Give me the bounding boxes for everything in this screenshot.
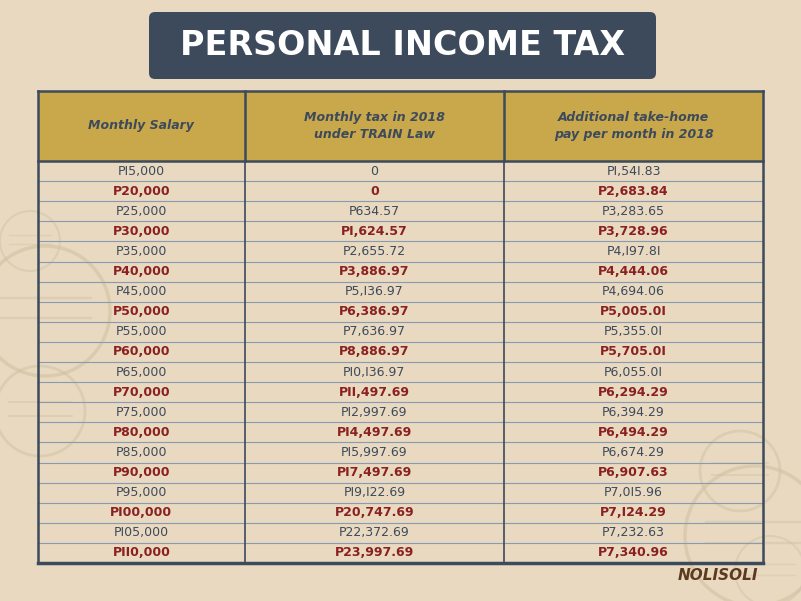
Text: P20,000: P20,000 (112, 185, 170, 198)
Text: P4,I97.8I: P4,I97.8I (606, 245, 661, 258)
Text: P75,000: P75,000 (115, 406, 167, 419)
Text: P70,000: P70,000 (112, 386, 170, 398)
Text: P65,000: P65,000 (115, 365, 167, 379)
Text: P23,997.69: P23,997.69 (335, 546, 414, 560)
Text: PI2,997.69: PI2,997.69 (341, 406, 408, 419)
Text: PI,54I.83: PI,54I.83 (606, 165, 661, 177)
Text: P7,636.97: P7,636.97 (343, 325, 406, 338)
Text: P6,055.0I: P6,055.0I (604, 365, 663, 379)
Text: P2,683.84: P2,683.84 (598, 185, 669, 198)
Text: PERSONAL INCOME TAX: PERSONAL INCOME TAX (180, 29, 625, 62)
Text: Additional take-home
pay per month in 2018: Additional take-home pay per month in 20… (553, 111, 714, 141)
Text: P50,000: P50,000 (112, 305, 170, 319)
Text: 0: 0 (370, 185, 379, 198)
Text: P634.57: P634.57 (349, 205, 400, 218)
Text: PI,624.57: PI,624.57 (341, 225, 408, 238)
Text: P60,000: P60,000 (113, 346, 170, 358)
Text: P6,674.29: P6,674.29 (602, 446, 665, 459)
Text: P6,294.29: P6,294.29 (598, 386, 669, 398)
Text: P4,694.06: P4,694.06 (602, 285, 665, 298)
Text: PI9,I22.69: PI9,I22.69 (344, 486, 405, 499)
Text: PI4,497.69: PI4,497.69 (336, 426, 412, 439)
Text: P7,I24.29: P7,I24.29 (600, 506, 667, 519)
Text: P30,000: P30,000 (113, 225, 170, 238)
Text: P95,000: P95,000 (115, 486, 167, 499)
Text: P5,355.0I: P5,355.0I (604, 325, 663, 338)
Text: P7,340.96: P7,340.96 (598, 546, 669, 560)
Text: P6,907.63: P6,907.63 (598, 466, 669, 479)
Text: P80,000: P80,000 (113, 426, 170, 439)
Text: P40,000: P40,000 (112, 265, 170, 278)
Text: P25,000: P25,000 (115, 205, 167, 218)
Text: PI05,000: PI05,000 (114, 526, 169, 539)
Text: P45,000: P45,000 (115, 285, 167, 298)
Text: PI5,997.69: PI5,997.69 (341, 446, 408, 459)
Text: Monthly tax in 2018
under TRAIN Law: Monthly tax in 2018 under TRAIN Law (304, 111, 445, 141)
Text: P90,000: P90,000 (113, 466, 170, 479)
Text: PI0,I36.97: PI0,I36.97 (343, 365, 405, 379)
Text: P2,655.72: P2,655.72 (343, 245, 406, 258)
Text: P5,I36.97: P5,I36.97 (345, 285, 404, 298)
Bar (38, 91, 763, 161)
Text: P6,394.29: P6,394.29 (602, 406, 665, 419)
Text: P20,747.69: P20,747.69 (335, 506, 414, 519)
Text: PII,497.69: PII,497.69 (339, 386, 410, 398)
Text: NOLISOLI: NOLISOLI (678, 568, 758, 583)
Text: PI00,000: PI00,000 (111, 506, 172, 519)
Text: P6,386.97: P6,386.97 (339, 305, 409, 319)
Text: P22,372.69: P22,372.69 (339, 526, 410, 539)
Text: P7,232.63: P7,232.63 (602, 526, 665, 539)
Text: PII0,000: PII0,000 (112, 546, 171, 560)
Text: P85,000: P85,000 (115, 446, 167, 459)
Text: Monthly Salary: Monthly Salary (88, 120, 195, 132)
Text: PI5,000: PI5,000 (118, 165, 165, 177)
Text: P6,494.29: P6,494.29 (598, 426, 669, 439)
Text: 0: 0 (370, 165, 378, 177)
Text: P4,444.06: P4,444.06 (598, 265, 669, 278)
Text: P3,283.65: P3,283.65 (602, 205, 665, 218)
Text: P55,000: P55,000 (115, 325, 167, 338)
Text: P35,000: P35,000 (115, 245, 167, 258)
FancyBboxPatch shape (149, 12, 656, 79)
Text: P5,005.0I: P5,005.0I (600, 305, 667, 319)
Text: P3,728.96: P3,728.96 (598, 225, 669, 238)
Text: P8,886.97: P8,886.97 (339, 346, 409, 358)
Text: PI7,497.69: PI7,497.69 (336, 466, 412, 479)
Text: P5,705.0I: P5,705.0I (600, 346, 667, 358)
Text: P3,886.97: P3,886.97 (339, 265, 409, 278)
Text: P7,0I5.96: P7,0I5.96 (604, 486, 663, 499)
